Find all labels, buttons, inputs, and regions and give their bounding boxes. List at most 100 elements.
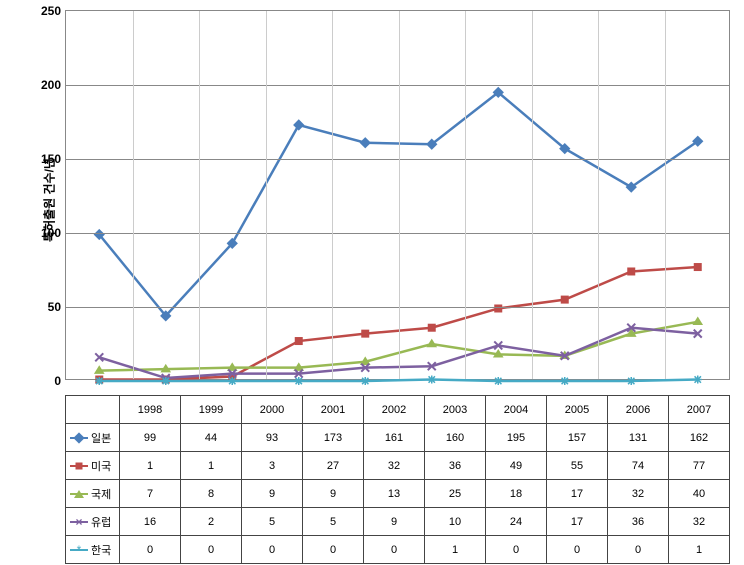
table-cell: 18 — [486, 480, 547, 508]
table-cell: 0 — [242, 536, 303, 564]
table-cell: 10 — [425, 508, 486, 536]
series-marker-일본 — [360, 137, 371, 148]
chart-container: 특허출원 건수/년 050100150200250 19981999200020… — [0, 0, 744, 565]
x-gridline — [465, 11, 466, 379]
series-marker-한국 — [228, 377, 236, 385]
table-cell: 3 — [242, 452, 303, 480]
table-header-row: 1998199920002001200220032004200520062007 — [66, 396, 730, 424]
series-marker-한국 — [428, 376, 436, 384]
table-cell: 161 — [364, 424, 425, 452]
table-cell: 32 — [364, 452, 425, 480]
series-marker-한국 — [694, 376, 702, 384]
table-year-header: 2005 — [547, 396, 608, 424]
table-cell: 0 — [120, 536, 181, 564]
series-marker-국제 — [426, 339, 437, 348]
table-cell: 1 — [181, 452, 242, 480]
table-cell: 0 — [181, 536, 242, 564]
table-year-header: 2004 — [486, 396, 547, 424]
table-year-header: 1998 — [120, 396, 181, 424]
series-legend-cell: *한국 — [66, 536, 120, 564]
series-label: 유럽 — [91, 514, 111, 530]
table-row: ×유럽1625591024173632 — [66, 508, 730, 536]
series-marker-미국 — [295, 337, 303, 345]
series-marker-미국 — [361, 330, 369, 338]
table-cell: 27 — [303, 452, 364, 480]
table-cell: 32 — [608, 480, 669, 508]
y-tick-label: 0 — [54, 374, 66, 388]
table-cell: 1 — [120, 452, 181, 480]
table-cell: 36 — [425, 452, 486, 480]
series-marker-한국 — [627, 377, 635, 385]
table-cell: 0 — [364, 536, 425, 564]
table-row: 국제7899132518173240 — [66, 480, 730, 508]
series-marker-미국 — [428, 324, 436, 332]
table-year-header: 1999 — [181, 396, 242, 424]
table-cell: 9 — [242, 480, 303, 508]
series-label: 미국 — [91, 458, 111, 474]
x-gridline — [598, 11, 599, 379]
y-tick-label: 200 — [41, 78, 66, 92]
table-cell: 17 — [547, 508, 608, 536]
table-cell: 8 — [181, 480, 242, 508]
table-cell: 44 — [181, 424, 242, 452]
series-marker-한국 — [361, 377, 369, 385]
table-cell: 24 — [486, 508, 547, 536]
table-row: *한국0000010001 — [66, 536, 730, 564]
plot-area: 050100150200250 — [65, 10, 730, 380]
y-tick-label: 150 — [41, 152, 66, 166]
x-gridline — [266, 11, 267, 379]
x-gridline — [332, 11, 333, 379]
gridline — [66, 159, 729, 160]
table-cell: 5 — [303, 508, 364, 536]
line-layer — [66, 11, 729, 379]
table-cell: 9 — [303, 480, 364, 508]
table-cell: 25 — [425, 480, 486, 508]
table-cell: 77 — [669, 452, 730, 480]
x-gridline — [532, 11, 533, 379]
series-marker-한국 — [561, 377, 569, 385]
series-label: 한국 — [91, 542, 111, 558]
series-marker-미국 — [694, 263, 702, 271]
table-cell: 1 — [425, 536, 486, 564]
table-cell: 131 — [608, 424, 669, 452]
table-cell: 99 — [120, 424, 181, 452]
series-marker-국제 — [692, 316, 703, 325]
table-cell: 1 — [669, 536, 730, 564]
table-cell: 0 — [608, 536, 669, 564]
table-cell: 93 — [242, 424, 303, 452]
table-cell: 5 — [242, 508, 303, 536]
series-marker-한국 — [295, 377, 303, 385]
table-cell: 195 — [486, 424, 547, 452]
table-cell: 74 — [608, 452, 669, 480]
table-cell: 173 — [303, 424, 364, 452]
table-cell: 160 — [425, 424, 486, 452]
series-legend-cell: 미국 — [66, 452, 120, 480]
gridline — [66, 85, 729, 86]
table-row: 미국11327323649557477 — [66, 452, 730, 480]
table-cell: 55 — [547, 452, 608, 480]
series-legend-cell: ×유럽 — [66, 508, 120, 536]
series-legend-cell: 일본 — [66, 424, 120, 452]
y-tick-label: 250 — [41, 4, 66, 18]
table-year-header: 2001 — [303, 396, 364, 424]
table-cell: 17 — [547, 480, 608, 508]
series-marker-미국 — [494, 304, 502, 312]
table-cell: 0 — [486, 536, 547, 564]
table-cell: 32 — [669, 508, 730, 536]
table-year-header: 2003 — [425, 396, 486, 424]
table-cell: 13 — [364, 480, 425, 508]
gridline — [66, 307, 729, 308]
series-legend-cell: 국제 — [66, 480, 120, 508]
y-tick-label: 50 — [48, 300, 66, 314]
series-marker-일본 — [293, 119, 304, 130]
x-gridline — [133, 11, 134, 379]
table-cell: 2 — [181, 508, 242, 536]
series-label: 국제 — [91, 486, 111, 502]
table-cell: 0 — [547, 536, 608, 564]
table-cell: 7 — [120, 480, 181, 508]
x-gridline — [199, 11, 200, 379]
table-row: 일본994493173161160195157131162 — [66, 424, 730, 452]
series-marker-미국 — [627, 267, 635, 275]
series-marker-한국 — [162, 377, 170, 385]
series-line-한국 — [99, 380, 698, 381]
